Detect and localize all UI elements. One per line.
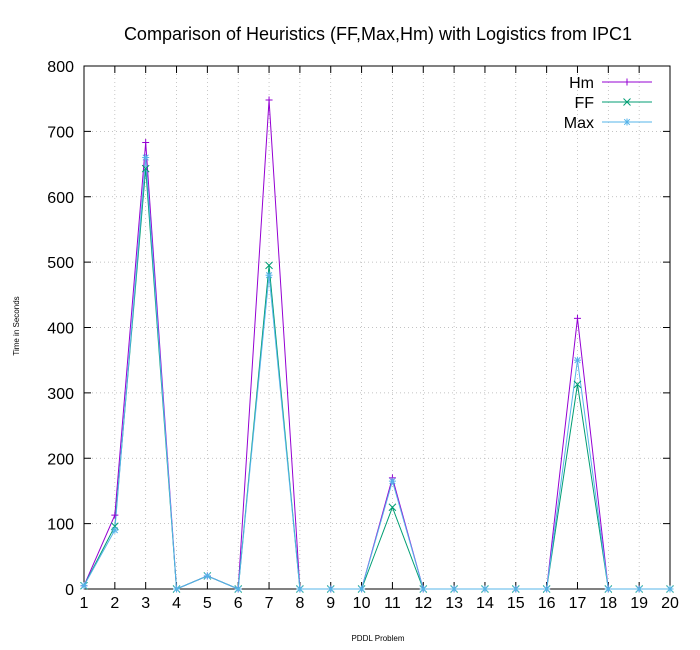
grid [84,66,670,589]
x-tick-label: 11 [384,595,401,612]
x-tick-label: 12 [414,595,432,612]
point-max [296,585,304,593]
point-max [327,585,335,593]
x-tick-label: 6 [234,595,243,612]
plot-frame [83,65,671,590]
y-tick-label: 0 [65,582,74,599]
series-line-max [83,157,670,590]
point-max [635,585,643,593]
point-hm [142,138,150,146]
point-ff [265,261,273,270]
legend-marker-hm [623,78,631,86]
point-max [203,572,211,580]
point-max [111,526,119,534]
x-tick-label: 19 [630,595,648,612]
y-tick-label: 600 [47,190,74,207]
legend: Hm FF Max [564,75,652,132]
point-max [142,154,150,162]
y-tick-label: 100 [47,517,74,534]
point-max [388,477,396,485]
x-tick-label: 7 [265,595,274,612]
y-tick-label: 300 [47,386,74,403]
x-tick-label: 17 [569,595,587,612]
legend-label-ff: FF [574,95,594,112]
y-tick-label: 800 [47,59,74,76]
x-tick-label: 15 [507,595,525,612]
x-tick-label: 5 [203,595,212,612]
point-max [80,582,88,590]
series-markers [80,96,674,593]
point-max [666,585,674,593]
legend-marker-max [623,118,631,126]
x-tick-label: 14 [476,595,494,612]
x-tick-label: 10 [353,595,371,612]
y-tick-label: 700 [47,124,74,141]
x-tick-label: 16 [538,595,556,612]
point-max [450,585,458,593]
point-ff [110,522,119,531]
point-max [358,585,366,593]
x-tick-label: 4 [172,595,181,612]
point-ff [388,503,397,512]
series-line-hm [83,99,670,590]
chart-title: Comparison of Heuristics (FF,Max,Hm) wit… [124,24,632,44]
legend-label-hm: Hm [569,75,594,92]
x-tick-label: 3 [141,595,150,612]
x-tick-label: 2 [110,595,119,612]
series-lines [83,99,670,590]
x-tick-label: 18 [599,595,617,612]
point-hm [573,314,581,322]
y-tick-label: 400 [47,321,74,338]
legend-marker-ff [623,98,631,106]
x-tick-label: 1 [80,595,89,612]
point-hm [111,511,119,519]
legend-label-max: Max [564,115,594,132]
point-max [604,585,612,593]
point-ff [573,380,582,389]
x-tick-label: 13 [445,595,463,612]
point-max [481,585,489,593]
x-tick-label: 8 [295,595,304,612]
point-max [265,271,273,279]
point-max [234,585,242,593]
point-max [543,585,551,593]
x-tick-label: 9 [326,595,335,612]
point-max [512,585,520,593]
point-max [573,356,581,364]
point-max [419,585,427,593]
y-tick-label: 200 [47,451,74,468]
point-max [173,585,181,593]
point-ff [141,164,150,173]
point-hm [265,96,273,104]
y-axis-label: Time in Seconds [12,296,21,355]
y-tick-label: 500 [47,255,74,272]
x-tick-label: 20 [661,595,679,612]
x-axis-label: PDDL Problem [351,634,404,643]
